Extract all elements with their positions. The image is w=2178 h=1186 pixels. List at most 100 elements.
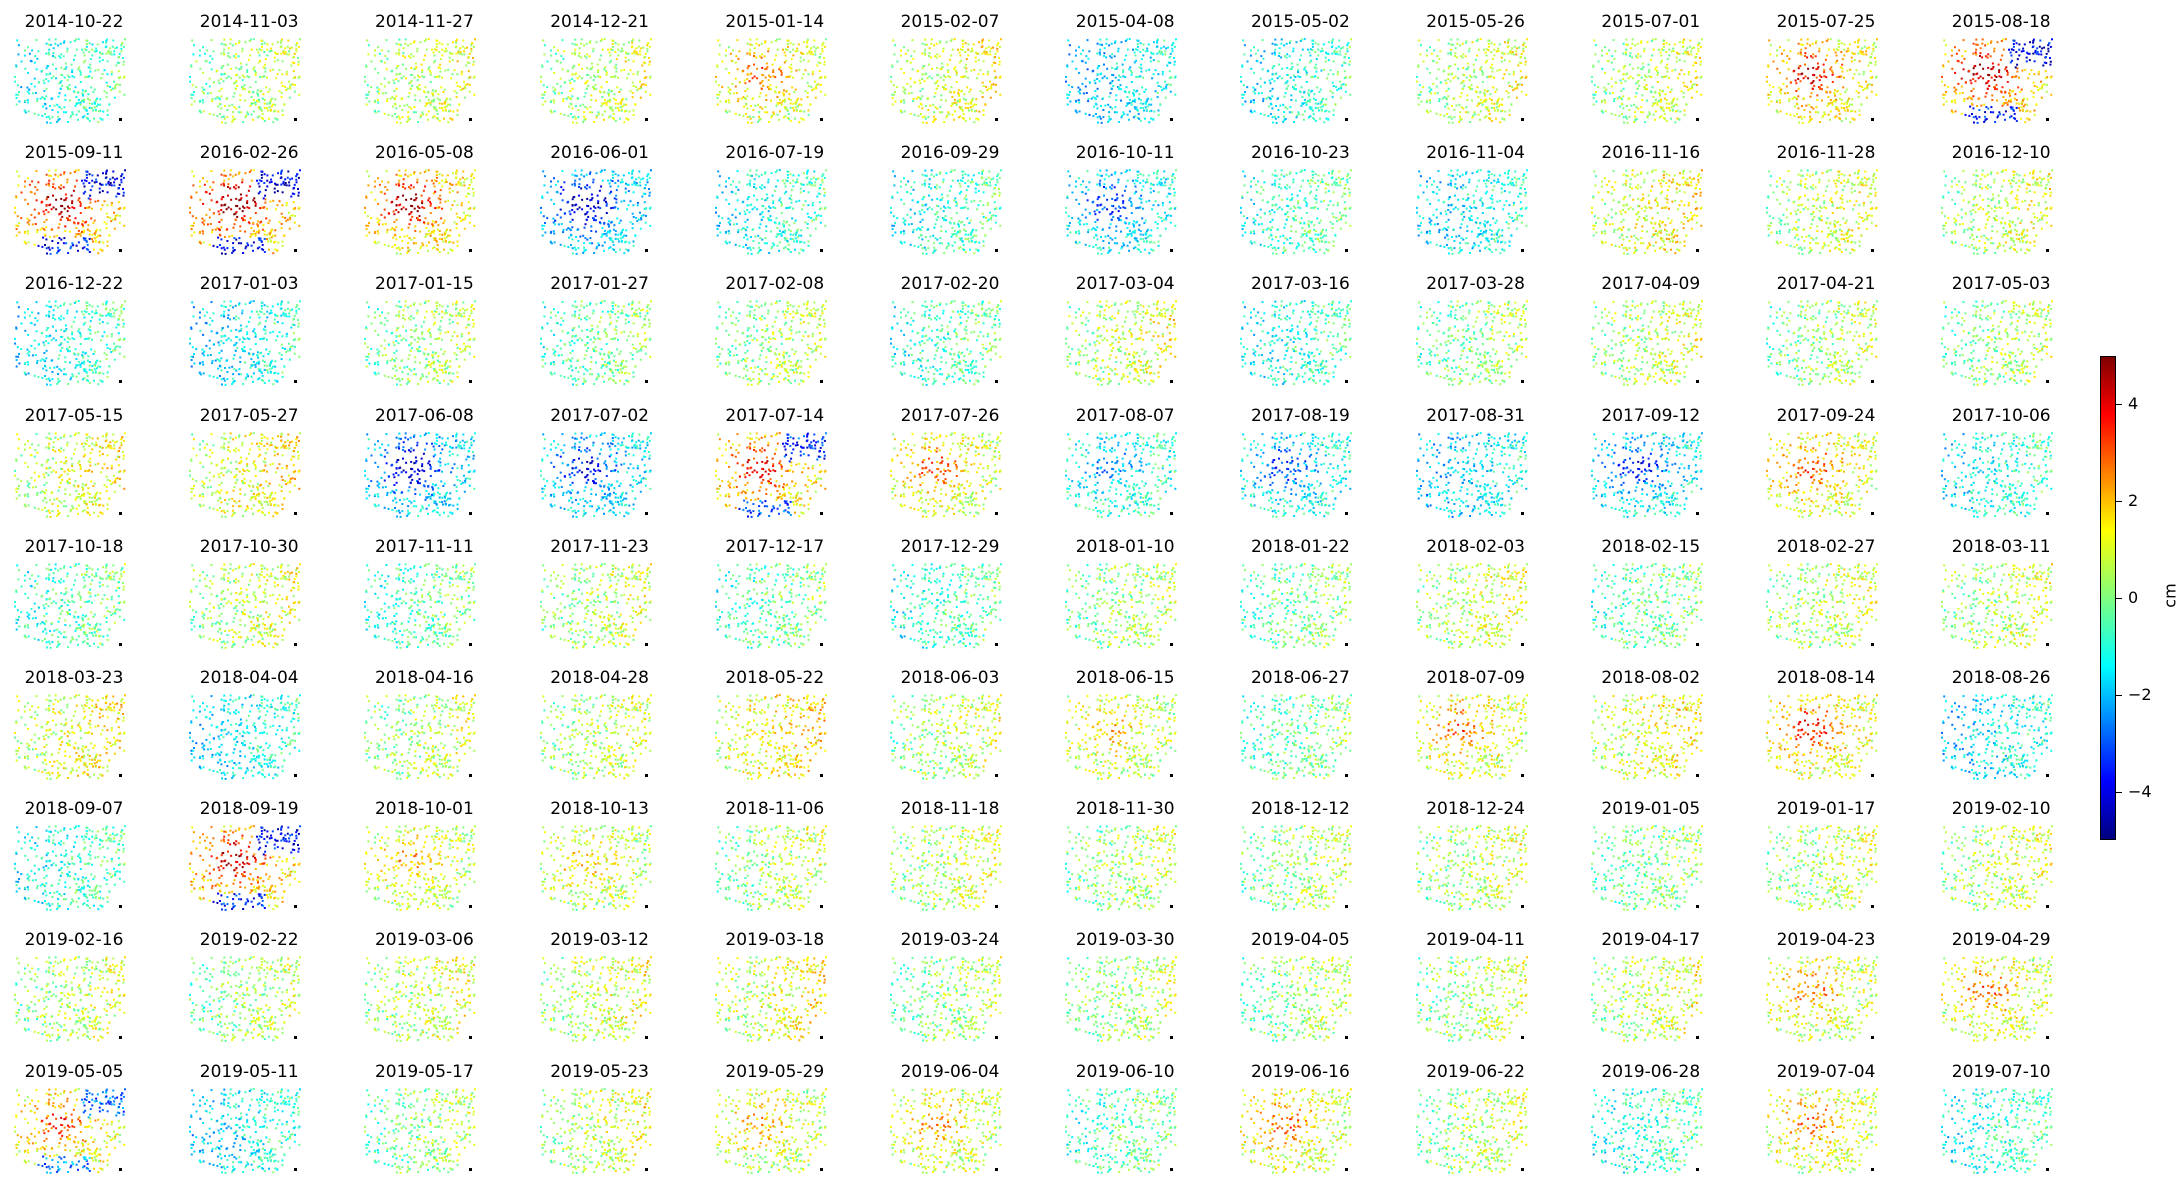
data-point bbox=[1069, 100, 1072, 103]
data-point bbox=[928, 55, 930, 57]
data-point bbox=[270, 181, 273, 184]
data-point bbox=[2006, 103, 2009, 106]
data-point bbox=[1636, 56, 1639, 59]
data-point bbox=[407, 119, 410, 122]
data-point bbox=[648, 76, 651, 79]
data-point bbox=[971, 50, 974, 52]
data-point bbox=[1618, 105, 1621, 108]
data-point bbox=[809, 103, 812, 106]
data-point bbox=[95, 47, 98, 50]
data-point bbox=[1665, 102, 1668, 105]
data-point bbox=[921, 42, 924, 45]
data-point bbox=[2009, 89, 2012, 92]
data-point bbox=[997, 42, 1000, 45]
data-point bbox=[1489, 51, 1492, 53]
data-point bbox=[821, 50, 824, 53]
data-point bbox=[746, 42, 749, 45]
data-point bbox=[442, 91, 445, 93]
data-point bbox=[1100, 121, 1103, 124]
data-point bbox=[1111, 80, 1114, 82]
data-point bbox=[1643, 47, 1646, 50]
data-point bbox=[907, 49, 910, 52]
data-point bbox=[459, 85, 462, 88]
data-point bbox=[195, 60, 198, 63]
data-point bbox=[58, 92, 61, 95]
data-point bbox=[1320, 106, 1323, 109]
data-point bbox=[773, 58, 776, 61]
data-point bbox=[1859, 51, 1862, 54]
data-point bbox=[377, 71, 380, 74]
data-point bbox=[91, 179, 94, 182]
data-point bbox=[246, 206, 249, 209]
data-point bbox=[421, 75, 424, 78]
data-point bbox=[461, 70, 464, 73]
data-point bbox=[1508, 113, 1511, 116]
data-point bbox=[1168, 77, 1171, 80]
data-point bbox=[119, 76, 122, 79]
data-point bbox=[2041, 86, 2044, 88]
data-point bbox=[428, 38, 431, 41]
data-point bbox=[577, 52, 580, 55]
data-point bbox=[960, 59, 963, 62]
data-point bbox=[648, 93, 651, 96]
data-point bbox=[1831, 103, 1834, 106]
data-point bbox=[232, 246, 235, 249]
data-point bbox=[1130, 101, 1133, 104]
data-point bbox=[1657, 92, 1660, 95]
data-point bbox=[2018, 76, 2021, 79]
data-point bbox=[1449, 115, 1452, 118]
data-point bbox=[55, 67, 58, 70]
data-point bbox=[1801, 121, 1804, 124]
data-point bbox=[1855, 69, 1858, 72]
data-point bbox=[270, 178, 273, 181]
data-point bbox=[935, 81, 938, 84]
data-point bbox=[1096, 78, 1099, 80]
data-point bbox=[1652, 102, 1655, 105]
data-point bbox=[259, 190, 262, 193]
data-point bbox=[1665, 51, 1668, 53]
data-point bbox=[291, 214, 294, 217]
data-point bbox=[784, 76, 787, 79]
data-point bbox=[1942, 97, 1945, 99]
data-point bbox=[967, 107, 969, 110]
data-point bbox=[123, 206, 126, 209]
data-point bbox=[79, 73, 82, 76]
data-point bbox=[1171, 44, 1174, 47]
data-point bbox=[220, 173, 223, 176]
data-point bbox=[818, 70, 821, 73]
data-point bbox=[94, 102, 96, 105]
data-point bbox=[1283, 119, 1286, 122]
data-point bbox=[1242, 39, 1245, 42]
data-point bbox=[250, 48, 253, 51]
data-point bbox=[291, 177, 294, 180]
data-point bbox=[947, 71, 950, 74]
data-point bbox=[1278, 63, 1281, 66]
data-point bbox=[28, 88, 31, 91]
data-point bbox=[899, 54, 902, 57]
data-point bbox=[1263, 50, 1266, 53]
data-point bbox=[264, 198, 267, 201]
data-point bbox=[106, 60, 109, 63]
data-point bbox=[73, 40, 76, 42]
data-point bbox=[1683, 85, 1686, 87]
data-point bbox=[2049, 57, 2052, 59]
data-point bbox=[1121, 63, 1124, 66]
data-point bbox=[1857, 39, 1860, 42]
data-point bbox=[646, 42, 649, 45]
data-point bbox=[465, 83, 468, 86]
data-point bbox=[1620, 113, 1623, 115]
data-point bbox=[91, 174, 94, 177]
data-point bbox=[209, 186, 212, 189]
data-point bbox=[258, 246, 261, 249]
data-point bbox=[1325, 51, 1328, 54]
data-point bbox=[1636, 87, 1639, 90]
data-point bbox=[455, 39, 458, 42]
data-point bbox=[899, 101, 902, 103]
data-point bbox=[71, 202, 74, 205]
data-point bbox=[122, 57, 124, 59]
data-point bbox=[1859, 49, 1862, 52]
data-point bbox=[800, 77, 803, 80]
data-point bbox=[233, 55, 236, 58]
data-point bbox=[57, 115, 60, 118]
data-point bbox=[14, 211, 16, 214]
